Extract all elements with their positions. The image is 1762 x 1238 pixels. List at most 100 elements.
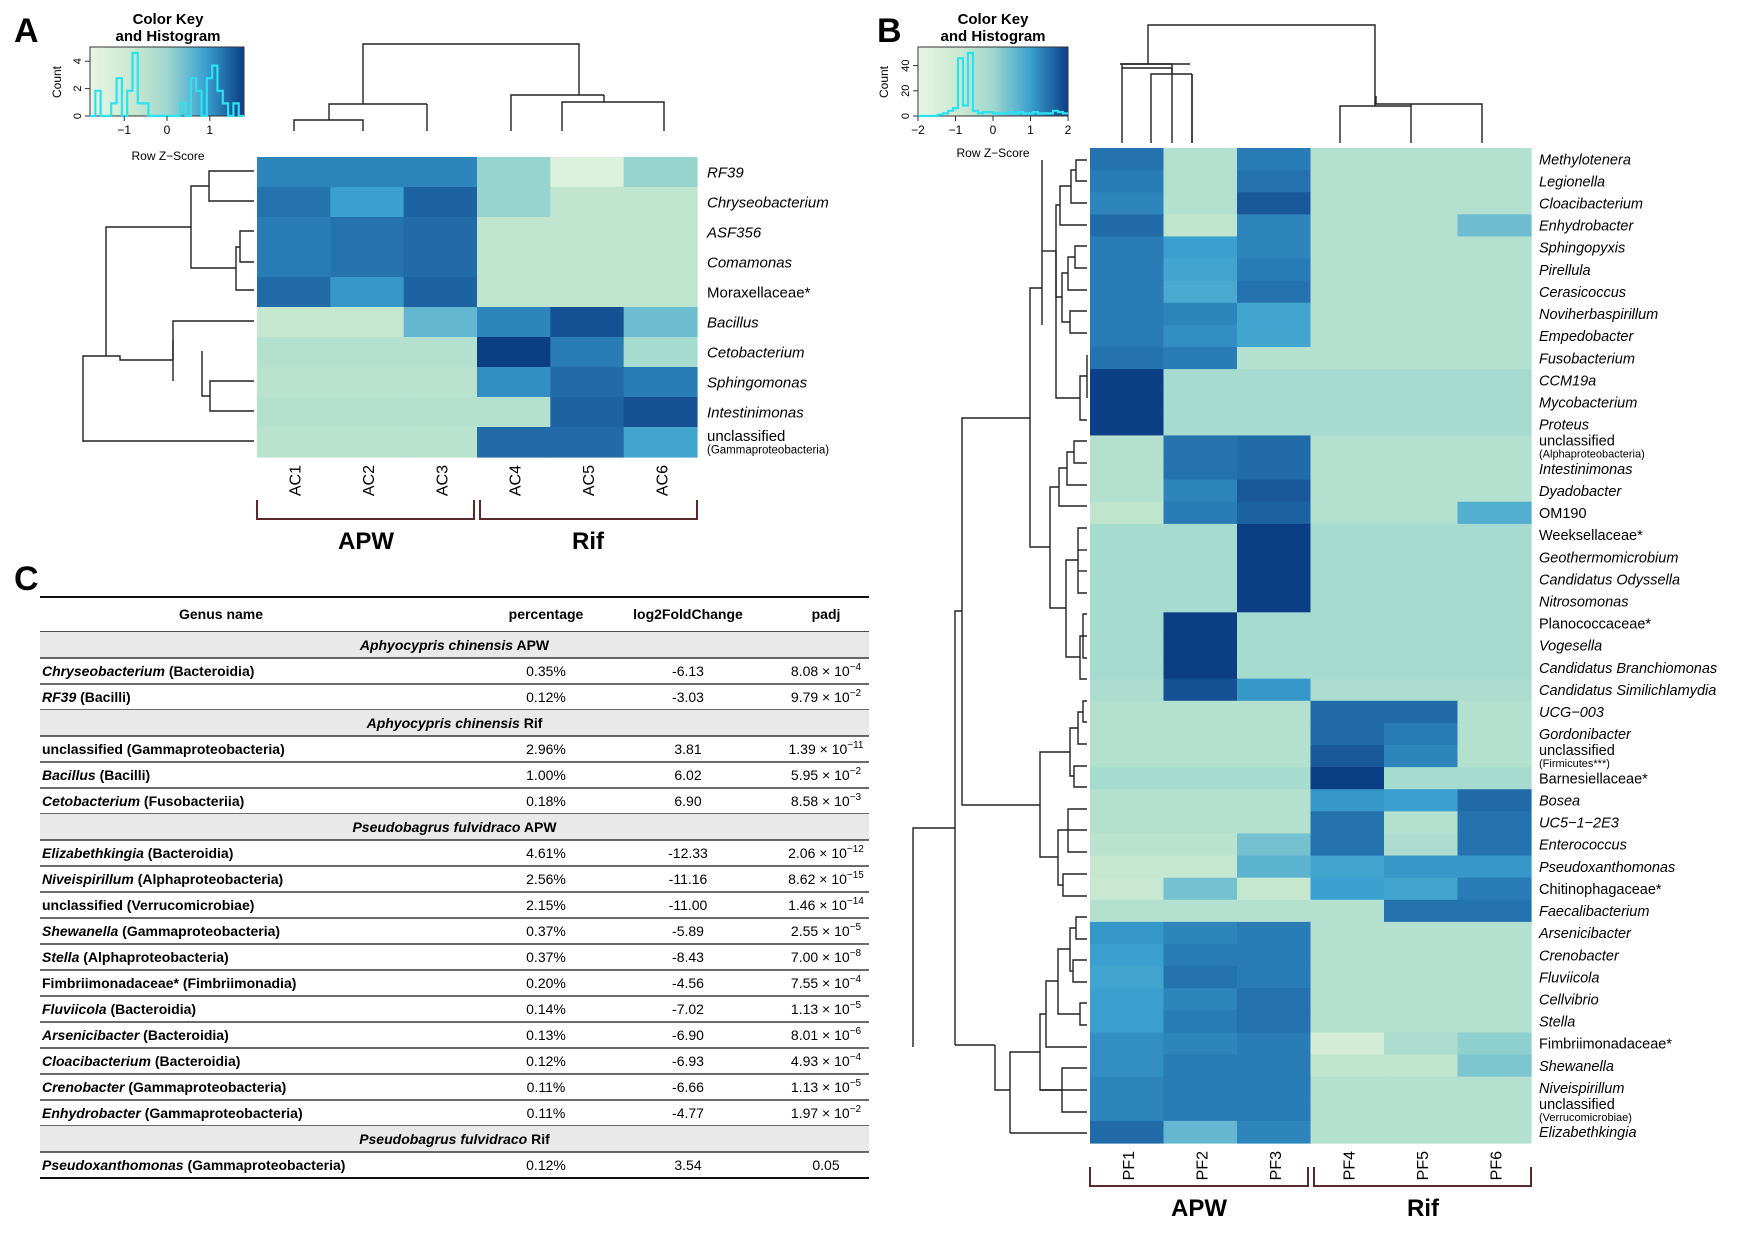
cell-enterococcus-pf5	[1384, 833, 1459, 857]
cell-arsenicibacter-pf1	[1090, 921, 1165, 945]
cell-ccm19a-pf6	[1457, 369, 1532, 392]
table-cell-genus: RF39 (Bacilli)	[42, 689, 131, 705]
row-label-candidatus-branchiomonas: Candidatus Branchiomonas	[1539, 661, 1717, 677]
table-cell-percentage: 1.00%	[526, 767, 566, 783]
ytick-label: 20	[900, 85, 912, 97]
cell-candidatus-branchiomonas-pf4	[1310, 656, 1385, 680]
cell-nitrosomonas-pf2	[1163, 590, 1238, 613]
cell-candidatus-odyssella-pf5	[1384, 568, 1459, 591]
cell-cellvibrio-pf2	[1163, 988, 1238, 1011]
cell-noviherbaspirillum-pf3	[1237, 302, 1312, 326]
heatmap-a-column-dendrogram	[293, 43, 665, 131]
table-cell-log2foldchange: -4.56	[672, 975, 704, 991]
cell-unclassified-pf5	[1384, 745, 1459, 768]
cell-gordonibacter-pf2	[1163, 722, 1238, 746]
row-label-methylotenera: Methylotenera	[1539, 152, 1631, 168]
cell-bosea-pf1	[1090, 789, 1165, 812]
cell-intestinimonas-pf4	[1310, 457, 1385, 481]
color-key-a-xlabel: Row Z−Score	[131, 149, 204, 163]
cell-stella-pf1	[1090, 1010, 1165, 1034]
column-label-ac2: AC2	[361, 465, 378, 496]
row-label-nitrosomonas: Nitrosomonas	[1539, 595, 1628, 611]
cell-legionella-pf4	[1310, 170, 1385, 193]
genus-class: (Bacilli)	[96, 767, 150, 783]
cell-rf39-ac1	[257, 157, 331, 188]
table-header-padj: padj	[812, 606, 841, 622]
cell-sphingopyxis-pf5	[1384, 236, 1459, 260]
table-cell-log2foldchange: -7.02	[672, 1001, 704, 1017]
cell-ccm19a-pf5	[1384, 369, 1459, 392]
row-label-gordonibacter: Gordonibacter	[1539, 727, 1632, 743]
cell-intestinimonas-pf3	[1237, 457, 1312, 481]
genus-class: (Alphaproteobacteria)	[134, 871, 283, 887]
panel-label-b: B	[877, 12, 902, 50]
cell-faecalibacterium-pf2	[1163, 899, 1238, 923]
cell-vogesella-pf6	[1457, 634, 1532, 658]
heatmap-b-group-brackets	[1089, 1167, 1532, 1187]
cell-intestinimonas-pf2	[1163, 457, 1238, 481]
table-cell-padj: 1.13 × 10−5	[791, 1078, 862, 1095]
column-label-pf3: PF3	[1268, 1151, 1285, 1180]
row-label-sphingomonas: Sphingomonas	[707, 374, 808, 391]
table-cell-percentage: 0.13%	[526, 1027, 566, 1043]
cell-pirellula-pf4	[1310, 258, 1385, 282]
cell-barnesiellaceae-pf4	[1310, 767, 1385, 790]
cell-vogesella-pf1	[1090, 634, 1165, 658]
cell-comamonas-ac3	[403, 247, 478, 278]
cell-crenobacter-pf1	[1090, 944, 1165, 967]
cell-moraxellaceae-ac6	[623, 277, 698, 308]
row-label-cerasicoccus: Cerasicoccus	[1539, 285, 1626, 301]
table-section-title: Pseudobagrus fulvidraco Rif	[359, 1131, 550, 1147]
cell-cloacibacterium-pf5	[1384, 192, 1459, 215]
cell-moraxellaceae-ac2	[330, 277, 405, 308]
cell-weeksellaceae-pf4	[1310, 523, 1385, 547]
cell-unclassified-pf6	[1457, 1098, 1532, 1122]
xtick-label: 1	[1027, 123, 1034, 137]
genus-name: unclassified	[42, 897, 123, 913]
table-cell-percentage: 2.56%	[526, 871, 566, 887]
genus-name: Pseudoxanthomonas	[42, 1157, 184, 1173]
cell-dyadobacter-pf5	[1384, 479, 1459, 503]
table-cell-genus: unclassified (Verrucomicrobiae)	[42, 897, 254, 913]
row-label-unclassified: unclassified	[1539, 743, 1615, 759]
padj-mantissa: 7.00 × 10	[791, 949, 850, 965]
cell-fluviicola-pf6	[1457, 966, 1532, 989]
cell-elizabethkingia-pf3	[1237, 1120, 1312, 1144]
column-label-pf2: PF2	[1194, 1151, 1211, 1180]
color-key-b-xticks: −2 −1 0 1 2	[911, 116, 1072, 137]
cell-unclassified-pf5	[1384, 435, 1459, 459]
table-cell-log2foldchange: 3.54	[674, 1157, 701, 1173]
cell-planococcaceae-pf1	[1090, 612, 1165, 636]
row-label-arsenicibacter: Arsenicibacter	[1538, 926, 1632, 942]
cell-cetobacterium-ac4	[477, 337, 551, 368]
cell-enterococcus-pf3	[1237, 833, 1312, 857]
color-key-a-histogram	[90, 51, 244, 118]
cell-candidatus-odyssella-pf3	[1237, 568, 1312, 591]
column-label-pf1: PF1	[1121, 1151, 1138, 1180]
table-cell-genus: unclassified (Gammaproteobacteria)	[42, 741, 285, 757]
cell-chitinophagaceae-pf5	[1384, 877, 1459, 901]
heatmap-a: Color Key and Histogram Count 0 2 4 −1 0 1 R…	[50, 11, 829, 555]
cell-uc5-1-2e3-pf5	[1384, 811, 1459, 835]
table-cell-genus: Fluviicola (Bacteroidia)	[42, 1001, 196, 1017]
table-cell-log2foldchange: -6.13	[672, 663, 704, 679]
table-cell-padj: 8.62 × 10−15	[788, 870, 864, 887]
cell-empedobacter-pf5	[1384, 324, 1459, 348]
cell-uc5-1-2e3-pf6	[1457, 811, 1532, 835]
cell-sphingomonas-ac4	[477, 367, 551, 398]
cell-nitrosomonas-pf6	[1457, 590, 1532, 613]
cell-om190-pf4	[1310, 501, 1385, 525]
cell-niveispirillum-pf3	[1237, 1076, 1312, 1100]
cell-om190-pf3	[1237, 501, 1312, 525]
row-label-unclassified: unclassified	[707, 428, 785, 445]
cell-sphingopyxis-pf2	[1163, 236, 1238, 260]
cell-faecalibacterium-pf4	[1310, 899, 1385, 923]
cell-fluviicola-pf5	[1384, 966, 1459, 989]
genus-class: (Bacteroidia)	[107, 1001, 196, 1017]
cell-mycobacterium-pf4	[1310, 391, 1385, 414]
cell-gordonibacter-pf3	[1237, 722, 1312, 746]
genus-name: Cloacibacterium	[42, 1053, 151, 1069]
padj-mantissa: 5.95 × 10	[791, 767, 850, 783]
cell-empedobacter-pf4	[1310, 324, 1385, 348]
cell-proteus-pf4	[1310, 413, 1385, 437]
